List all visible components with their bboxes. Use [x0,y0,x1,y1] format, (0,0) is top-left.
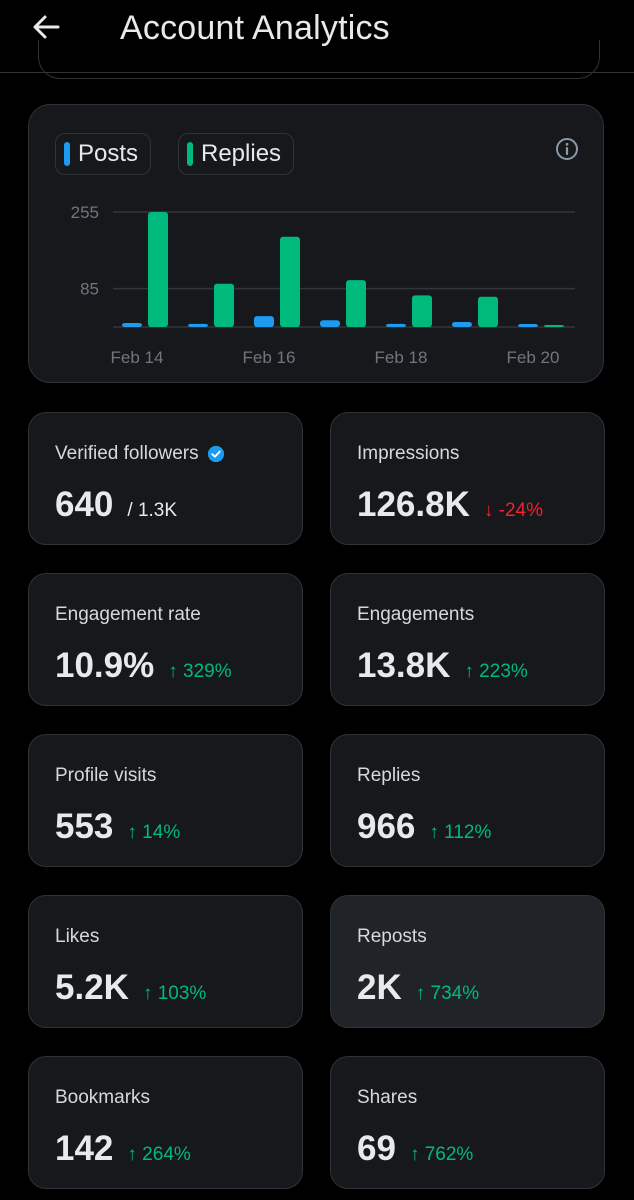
stat-card-shares[interactable]: Shares 69 ↑ 762% [330,1056,605,1189]
y-tick-label: 255 [71,203,99,222]
stat-card-bookmarks[interactable]: Bookmarks 142 ↑ 264% [28,1056,303,1189]
legend-replies-label: Replies [201,140,282,167]
stat-card-engagements[interactable]: Engagements 13.8K ↑ 223% [330,573,605,706]
stat-label: Verified followers [55,443,225,465]
stat-value: 553 [55,807,114,846]
stat-change: ↑ 329% [168,661,232,682]
info-icon[interactable] [555,137,579,161]
back-arrow-icon[interactable] [30,10,64,44]
bar-chart: 255 85 Feb 14 Feb 16 Feb 18 Feb 20 [71,203,575,367]
stat-card-replies[interactable]: Replies 966 ↑ 112% [330,734,605,867]
stat-change: ↑ 223% [464,661,528,682]
bar-replies-3[interactable] [346,280,366,327]
stat-change: ↑ 264% [127,1144,191,1165]
stat-label-text: Replies [357,765,421,786]
stat-label: Impressions [357,443,459,465]
bar-posts-1[interactable] [188,323,208,327]
bar-replies-5[interactable] [478,296,498,327]
stat-value-row: 13.8K ↑ 223% [357,646,528,686]
stat-label-text: Bookmarks [55,1087,151,1108]
stat-label-text: Profile visits [55,765,157,786]
stat-value: 69 [357,1129,396,1168]
stat-value-row: 142 ↑ 264% [55,1129,191,1169]
bar-replies-0[interactable] [148,212,168,327]
stat-label: Likes [55,926,99,948]
stat-label: Reposts [357,926,427,948]
stat-value-row: 966 ↑ 112% [357,807,491,847]
activity-chart-card: Posts Replies 255 85 Feb 14 Feb 16 Feb 18 Feb… [28,104,604,383]
stat-label-text: Impressions [357,443,460,464]
x-tick-label: Feb 14 [111,348,164,367]
posts-swatch [64,142,70,166]
stat-value-row: 69 ↑ 762% [357,1129,473,1169]
bar-replies-2[interactable] [280,236,300,327]
bar-posts-0[interactable] [122,322,142,327]
bar-posts-6[interactable] [518,324,538,327]
bar-posts-5[interactable] [452,322,472,327]
stat-value: 10.9% [55,646,155,685]
legend-posts-label: Posts [78,140,139,167]
stat-change: ↑ 762% [409,1144,474,1165]
stat-card-likes[interactable]: Likes 5.2K ↑ 103% [28,895,303,1028]
stat-change: ↓ -24% [483,500,544,521]
stat-value: 142 [55,1129,114,1168]
stat-label: Replies [357,765,420,787]
stat-label: Engagements [357,604,474,626]
previous-card-edge [38,40,600,79]
bar-posts-3[interactable] [320,320,340,327]
stat-label-text: Verified followers [55,443,199,464]
stat-value-row: 553 ↑ 14% [55,807,180,847]
stat-card-profile-visits[interactable]: Profile visits 553 ↑ 14% [28,734,303,867]
bar-replies-1[interactable] [214,283,234,327]
bar-replies-6[interactable] [544,325,564,327]
stat-label-text: Engagement rate [55,604,201,625]
stat-change: ↑ 112% [429,822,492,843]
stat-label: Profile visits [55,765,156,787]
stat-value-row: 2K ↑ 734% [357,968,479,1008]
stat-label-text: Likes [55,926,100,947]
bar-posts-2[interactable] [254,316,274,327]
legend-posts[interactable]: Posts [55,133,151,175]
stat-card-engagement-rate[interactable]: Engagement rate 10.9% ↑ 329% [28,573,303,706]
bar-posts-4[interactable] [386,323,406,327]
y-tick-label: 85 [80,280,99,299]
stat-total: / 1.3K [127,500,178,521]
bar-replies-4[interactable] [412,295,432,327]
stat-label-text: Shares [357,1087,418,1108]
stat-label: Shares [357,1087,417,1109]
stat-label-text: Reposts [357,926,427,947]
stat-card-impressions[interactable]: Impressions 126.8K ↓ -24% [330,412,605,545]
stat-value: 2K [357,968,402,1007]
stat-label: Engagement rate [55,604,201,626]
stat-value-row: 126.8K ↓ -24% [357,485,543,525]
stat-value: 640 [55,485,114,524]
stat-label: Bookmarks [55,1087,150,1109]
x-tick-label: Feb 20 [507,348,560,367]
stat-label-text: Engagements [357,604,475,625]
stat-value: 5.2K [55,968,129,1007]
stat-value: 966 [357,807,416,846]
replies-swatch [187,142,193,166]
x-tick-label: Feb 18 [375,348,428,367]
stat-change: ↑ 14% [127,822,181,843]
stat-change: ↑ 103% [142,983,207,1004]
page-title: Account Analytics [120,9,390,47]
stat-value-row: 5.2K ↑ 103% [55,968,206,1008]
legend-replies[interactable]: Replies [178,133,294,175]
stat-card-reposts[interactable]: Reposts 2K ↑ 734% [330,895,605,1028]
top-app-bar: Account Analytics [0,0,634,73]
stat-value: 126.8K [357,485,470,524]
x-tick-label: Feb 16 [243,348,296,367]
stat-value-row: 10.9% ↑ 329% [55,646,232,686]
stat-value-row: 640 / 1.3K [55,485,177,525]
verified-badge-icon [207,445,224,463]
stat-change: ↑ 734% [415,983,480,1004]
stat-card-verified-followers[interactable]: Verified followers 640 / 1.3K [28,412,303,545]
stat-value: 13.8K [357,646,451,685]
